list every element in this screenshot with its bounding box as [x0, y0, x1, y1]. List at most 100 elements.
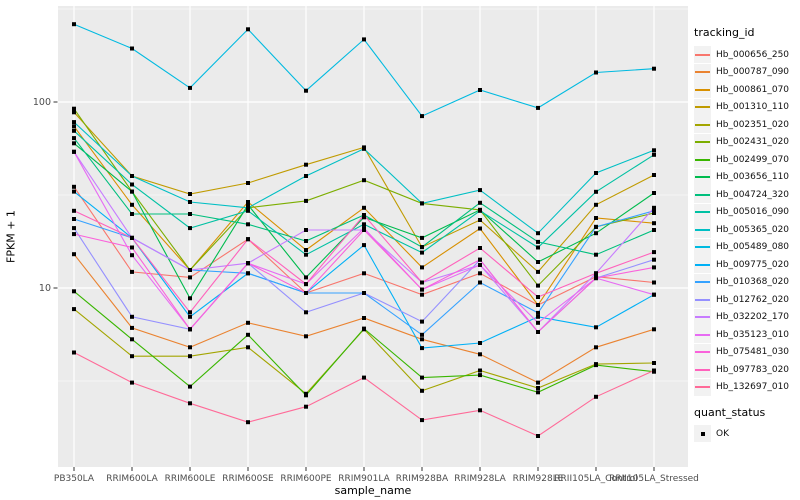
data-point [304, 228, 308, 232]
legend-item: Hb_075481_030 [694, 343, 800, 362]
data-point [246, 200, 250, 204]
legend-key [694, 133, 711, 151]
data-point [362, 215, 366, 220]
legend-key [694, 256, 711, 274]
data-point [130, 174, 134, 178]
data-point [72, 128, 76, 133]
data-point [72, 124, 76, 129]
legend-title: tracking_id [694, 26, 755, 39]
legend-item: Hb_000787_090 [694, 63, 800, 82]
legend-item: Hb_032202_170 [694, 308, 800, 327]
data-point [246, 202, 250, 207]
legend-item-label: Hb_003656_110 [716, 172, 790, 183]
data-point [478, 88, 482, 92]
data-point [478, 341, 482, 345]
data-point [188, 200, 192, 204]
data-point [652, 205, 656, 210]
data-point [246, 320, 250, 325]
legend-item: Hb_005016_090 [694, 203, 800, 222]
legend-item-label: Hb_005489_080 [716, 242, 790, 253]
x-tick-label: PB350LA [54, 474, 95, 484]
data-point [304, 275, 308, 280]
data-point [362, 326, 366, 331]
data-point [420, 319, 424, 324]
legend-key [694, 343, 711, 361]
legend-line-swatch [695, 228, 710, 231]
x-tick-label: RRIM600LE [165, 474, 216, 484]
data-point [652, 250, 656, 255]
data-point [536, 245, 540, 250]
legend-key [694, 116, 711, 134]
data-point [478, 271, 482, 276]
data-point [652, 327, 656, 332]
data-point [652, 173, 656, 177]
legend-item-label: Hb_002351_020 [716, 119, 790, 130]
data-point [72, 217, 76, 221]
data-point [72, 208, 76, 213]
data-point [652, 292, 656, 297]
data-point [652, 152, 656, 157]
point-swatch [700, 431, 705, 436]
legend-item: Hb_005365_020 [694, 221, 800, 239]
data-point [246, 237, 250, 242]
data-point [72, 106, 76, 111]
data-point [246, 261, 250, 266]
data-point [652, 257, 656, 262]
data-point [304, 282, 308, 287]
data-point [420, 287, 424, 292]
data-point [594, 202, 598, 207]
legend-item: Hb_003656_110 [694, 168, 800, 187]
legend-item-label: Hb_002499_070 [716, 154, 790, 165]
data-point [652, 368, 656, 373]
data-point [304, 174, 308, 178]
legend-key [694, 81, 711, 99]
data-point [130, 189, 134, 194]
data-point [594, 394, 598, 399]
data-point [304, 252, 308, 257]
data-point [188, 212, 192, 216]
data-point [130, 212, 134, 216]
legend-key [694, 221, 711, 239]
data-point [72, 350, 76, 355]
data-point [478, 368, 482, 373]
data-point [536, 320, 540, 325]
data-point [594, 70, 598, 75]
data-point [362, 375, 366, 380]
data-point [652, 148, 656, 153]
legend-item: Hb_097783_020 [694, 361, 800, 379]
data-point [478, 226, 482, 231]
data-point [246, 345, 250, 350]
data-point [652, 191, 656, 195]
data-point [72, 252, 76, 257]
data-point [478, 263, 482, 267]
legend-line-swatch [695, 351, 710, 354]
data-point [188, 314, 192, 319]
legend-item-label: Hb_000787_090 [716, 67, 790, 78]
legend-item: Hb_000656_250 [694, 46, 800, 64]
data-point [362, 243, 366, 248]
data-point [420, 114, 424, 119]
legend-line-swatch [695, 106, 710, 109]
data-point [362, 178, 366, 183]
data-point [652, 265, 656, 270]
data-point [478, 280, 482, 285]
data-point [130, 253, 134, 258]
x-tick-label: RRIM928LE [513, 474, 564, 484]
data-point [72, 136, 76, 141]
legend-line-swatch [695, 53, 710, 56]
legend-line-swatch [695, 123, 710, 126]
data-point [246, 181, 250, 185]
panel-background [58, 6, 688, 467]
data-point [536, 434, 540, 438]
y-tick-label: 10 [39, 283, 51, 294]
data-point [420, 375, 424, 380]
data-point [72, 184, 76, 189]
data-point [130, 202, 134, 207]
x-tick-label: RRIM600SE [222, 474, 274, 484]
legend-line-swatch [695, 158, 710, 161]
legend-item: Hb_012762_020 [694, 291, 800, 309]
data-point [536, 330, 540, 334]
data-point [304, 393, 308, 398]
data-point [188, 296, 192, 301]
data-point [130, 182, 134, 187]
